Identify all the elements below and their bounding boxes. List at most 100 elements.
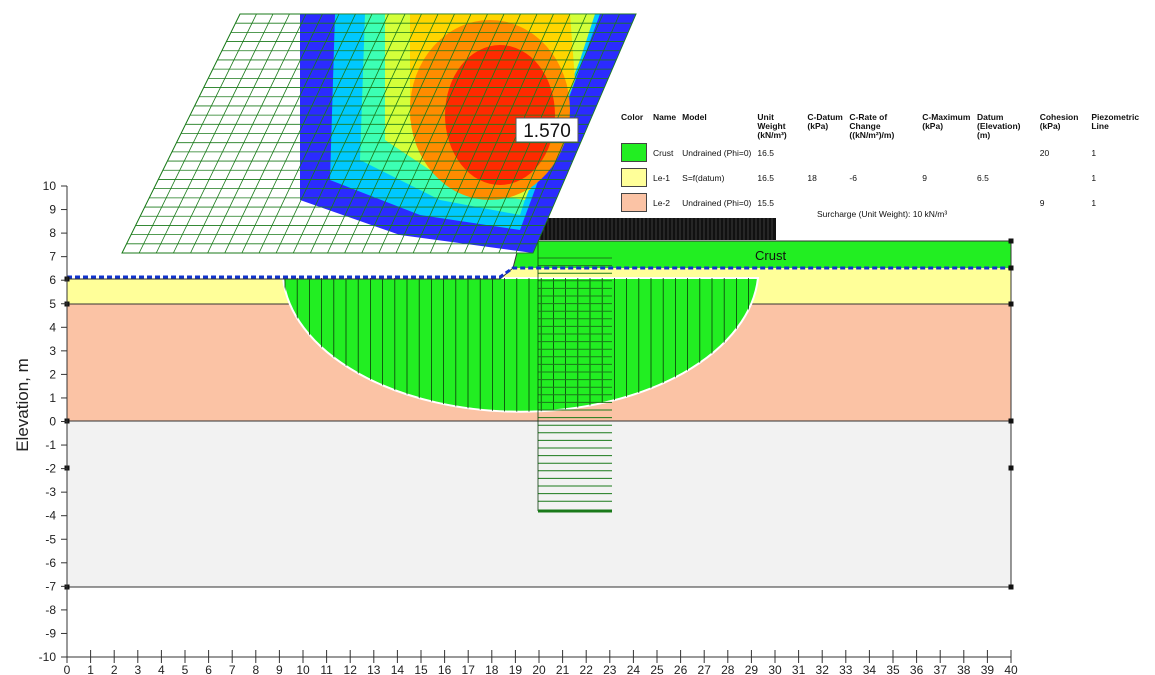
grid-col bbox=[412, 14, 521, 253]
x-tick-label: 20 bbox=[532, 663, 546, 675]
x-tick-label: 17 bbox=[462, 663, 476, 675]
surcharge-block bbox=[538, 218, 776, 240]
fs-value: 1.570 bbox=[523, 121, 571, 142]
x-tick-label: 36 bbox=[910, 663, 924, 675]
x-tick-label: 30 bbox=[768, 663, 782, 675]
fs-label-box bbox=[515, 117, 579, 143]
y-tick-label: 5 bbox=[49, 297, 56, 311]
grid-col bbox=[138, 14, 257, 253]
x-tick-label: 37 bbox=[934, 663, 948, 675]
x-tick-label: 2 bbox=[111, 663, 118, 675]
x-tick-label: 24 bbox=[627, 663, 641, 675]
material-name: Crust bbox=[653, 147, 674, 158]
surcharge-label: Surcharge (Unit Weight): 10 kN/m³ bbox=[817, 209, 948, 219]
material-model: Undrained (Phi=0) bbox=[682, 147, 752, 158]
materials-header-cell: Cohesion (kPa) bbox=[1039, 112, 1079, 131]
material-c-datum bbox=[804, 140, 846, 165]
material-unit-weight: 16.5 bbox=[757, 147, 774, 158]
materials-header-cell: Unit Weight (kN/m³) bbox=[757, 112, 787, 140]
base-layer bbox=[67, 421, 1011, 587]
grid-col bbox=[429, 14, 538, 253]
grid-col bbox=[224, 14, 340, 253]
material-piezo: 1 bbox=[1091, 172, 1097, 183]
x-tick-label: 38 bbox=[957, 663, 971, 675]
material-unit-weight: 16.5 bbox=[757, 172, 774, 183]
y-tick-label: -8 bbox=[45, 603, 56, 617]
boundary-point bbox=[1008, 301, 1014, 307]
y-tick-label: 3 bbox=[49, 344, 56, 358]
y-tick-label: -9 bbox=[45, 626, 56, 640]
x-tick-label: 27 bbox=[698, 663, 712, 675]
materials-table: Color Name Model Unit Weight (kN/m³) C-Datum… bbox=[618, 113, 1148, 215]
y-tick-label: 1 bbox=[49, 391, 56, 405]
x-tick-label: 5 bbox=[182, 663, 189, 675]
y-axis-title: Elevation, m bbox=[13, 358, 32, 452]
x-tick-label: 23 bbox=[603, 663, 617, 675]
x-tick-label: 9 bbox=[276, 663, 283, 675]
material-swatch bbox=[621, 168, 647, 187]
x-tick-label: 34 bbox=[863, 663, 877, 675]
grid-col bbox=[173, 14, 290, 253]
materials-header-cell: C-Maximum (kPa) bbox=[922, 112, 971, 131]
materials-header-cell: Name bbox=[653, 112, 677, 122]
grid-col bbox=[258, 14, 373, 253]
x-tick-label: 1 bbox=[87, 663, 94, 675]
crust-layer bbox=[513, 241, 1011, 268]
x-tick-label: 3 bbox=[134, 663, 141, 675]
grid-col bbox=[241, 14, 356, 253]
x-tick-label: 11 bbox=[320, 663, 333, 675]
material-piezo: 1 bbox=[1091, 197, 1097, 208]
grid-col bbox=[190, 14, 307, 253]
x-tick-label: 8 bbox=[252, 663, 259, 675]
y-tick-label: -10 bbox=[39, 650, 57, 664]
x-tick-label: 16 bbox=[438, 663, 452, 675]
material-c-rate: -6 bbox=[849, 172, 857, 183]
x-tick-label: 6 bbox=[205, 663, 212, 675]
material-c-rate bbox=[846, 140, 919, 165]
grid-col bbox=[207, 14, 323, 253]
y-tick-label: 4 bbox=[49, 320, 56, 334]
x-tick-label: 26 bbox=[674, 663, 688, 675]
x-tick-label: 19 bbox=[509, 663, 523, 675]
y-tick-label: 9 bbox=[49, 203, 56, 217]
material-cohesion: 9 bbox=[1039, 197, 1045, 208]
x-tick-label: 39 bbox=[981, 663, 995, 675]
x-tick-label: 31 bbox=[792, 663, 806, 675]
y-tick-label: 8 bbox=[49, 226, 56, 240]
y-tick-label: 7 bbox=[49, 250, 56, 264]
x-tick-label: 33 bbox=[839, 663, 853, 675]
material-swatch bbox=[621, 193, 647, 212]
boundary-point bbox=[1008, 265, 1014, 271]
grid-col bbox=[447, 14, 554, 253]
x-tick-label: 32 bbox=[816, 663, 830, 675]
boundary-point bbox=[1008, 584, 1014, 590]
material-datum bbox=[974, 190, 1037, 215]
y-tick-label: -2 bbox=[45, 462, 56, 476]
y-tick-label: -5 bbox=[45, 532, 56, 546]
x-tick-label: 25 bbox=[650, 663, 664, 675]
materials-header-cell: Datum (Elevation) (m) bbox=[977, 112, 1021, 140]
grid-col bbox=[361, 14, 472, 253]
y-tick-label: -3 bbox=[45, 485, 56, 499]
grid-col bbox=[327, 14, 439, 253]
y-tick-label: -6 bbox=[45, 556, 56, 570]
x-tick-label: 28 bbox=[721, 663, 735, 675]
y-tick-label: 2 bbox=[49, 367, 56, 381]
y-tick-label: 6 bbox=[49, 273, 56, 287]
grid-col bbox=[344, 14, 455, 253]
x-tick-label: 22 bbox=[580, 663, 594, 675]
x-tick-label: 21 bbox=[556, 663, 570, 675]
material-name: Le-1 bbox=[653, 172, 671, 183]
materials-header-cell: Color bbox=[621, 112, 644, 122]
y-tick-label: -7 bbox=[45, 579, 56, 593]
boundary-point bbox=[1008, 238, 1014, 244]
reinforcement-lines bbox=[537, 240, 612, 511]
x-tick-label: 14 bbox=[391, 663, 405, 675]
x-axis-ticks: 0 1 2 3 4 5 6 7 8 9 10 11 12 13 14 15 16 17 18 19 20 21 22 23 24… bbox=[64, 650, 1018, 675]
material-c-max bbox=[919, 140, 974, 165]
grid-col bbox=[395, 14, 505, 253]
boundary-point bbox=[1008, 465, 1014, 471]
grid-col bbox=[275, 14, 389, 253]
